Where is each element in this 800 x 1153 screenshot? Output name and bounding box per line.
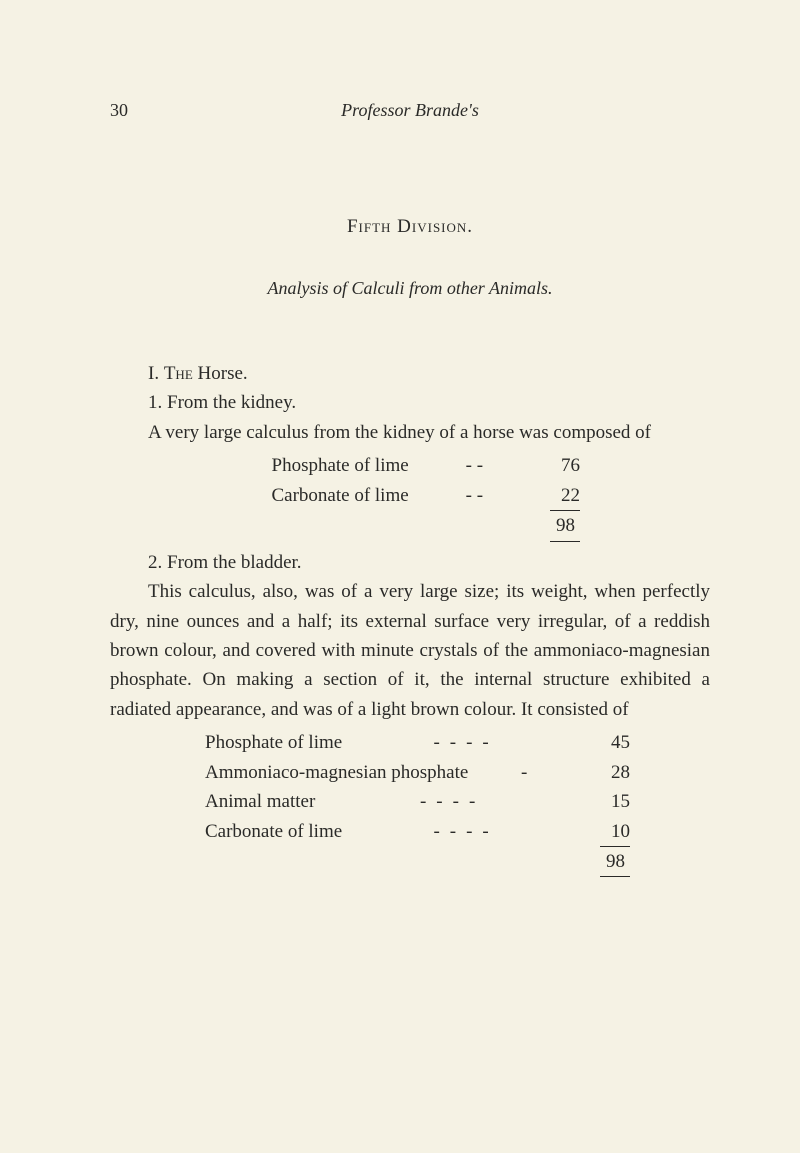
analysis-heading: Analysis of Calculi from other Animals. <box>110 278 710 299</box>
section-1-rest: Horse. <box>193 363 248 384</box>
comp-spacer <box>630 758 710 787</box>
table-row: Ammoniaco-magnesian phosphate - 28 <box>110 758 710 787</box>
comp-label: Ammoniaco-magnesian phosphate <box>110 758 468 787</box>
comp-dash: - <box>468 758 590 787</box>
comp-label: Phosphate of lime <box>110 451 409 480</box>
item-2-heading: 2. From the bladder. <box>110 548 710 577</box>
rule-line <box>600 876 630 877</box>
division-heading: Fifth Division. <box>110 216 710 238</box>
table-row: Animal matter ---- 15 <box>110 787 710 816</box>
comp-value: 15 <box>590 787 630 816</box>
comp-dash: ---- <box>342 817 590 846</box>
comp-spacer <box>630 787 710 816</box>
table-row: Phosphate of lime - - 76 <box>110 451 710 480</box>
section-1-sc: The <box>164 363 193 384</box>
section-1-roman: I. <box>148 363 164 384</box>
table-row: Carbonate of lime - - 22 <box>110 481 710 510</box>
comp-dash: - - <box>409 451 540 480</box>
total-block-2: 98 <box>110 846 710 877</box>
composition-table-2: Phosphate of lime ---- 45 Ammoniaco-magn… <box>110 728 710 877</box>
comp-value: 28 <box>590 758 630 787</box>
table-row: Phosphate of lime ---- 45 <box>110 728 710 757</box>
comp-spacer <box>630 728 710 757</box>
item-1-heading: 1. From the kidney. <box>110 388 710 417</box>
section-1-heading: I. The Horse. <box>110 359 710 388</box>
total-block-1: 98 <box>110 510 710 541</box>
running-title: Professor Brande's <box>170 100 650 121</box>
comp-spacer <box>580 451 710 480</box>
comp-spacer <box>580 481 710 510</box>
body-text: I. The Horse. 1. From the kidney. A very… <box>110 359 710 877</box>
comp-value: 76 <box>540 451 580 480</box>
rule-line <box>550 541 580 542</box>
comp-dash: ---- <box>342 728 590 757</box>
total-value: 98 <box>110 511 580 540</box>
composition-table-1: Phosphate of lime - - 76 Carbonate of li… <box>110 451 710 541</box>
running-head: 30 Professor Brande's <box>110 100 710 121</box>
total-value: 98 <box>110 847 630 876</box>
comp-label: Carbonate of lime <box>110 817 342 846</box>
comp-value: 45 <box>590 728 630 757</box>
comp-label: Carbonate of lime <box>110 481 409 510</box>
comp-spacer <box>630 817 710 846</box>
item-1-paragraph: A very large calculus from the kidney of… <box>110 418 710 447</box>
comp-value: 10 <box>590 817 630 846</box>
comp-dash: - - <box>409 481 540 510</box>
table-row: Carbonate of lime ---- 10 <box>110 817 710 846</box>
comp-label: Animal matter <box>110 787 315 816</box>
comp-value: 22 <box>540 481 580 510</box>
comp-dash: ---- <box>315 787 590 816</box>
page: 30 Professor Brande's Fifth Division. An… <box>0 0 800 1153</box>
runhead-spacer <box>650 100 710 121</box>
page-number: 30 <box>110 100 170 121</box>
comp-label: Phosphate of lime <box>110 728 342 757</box>
item-2-paragraph: This calculus, also, was of a very large… <box>110 577 710 724</box>
